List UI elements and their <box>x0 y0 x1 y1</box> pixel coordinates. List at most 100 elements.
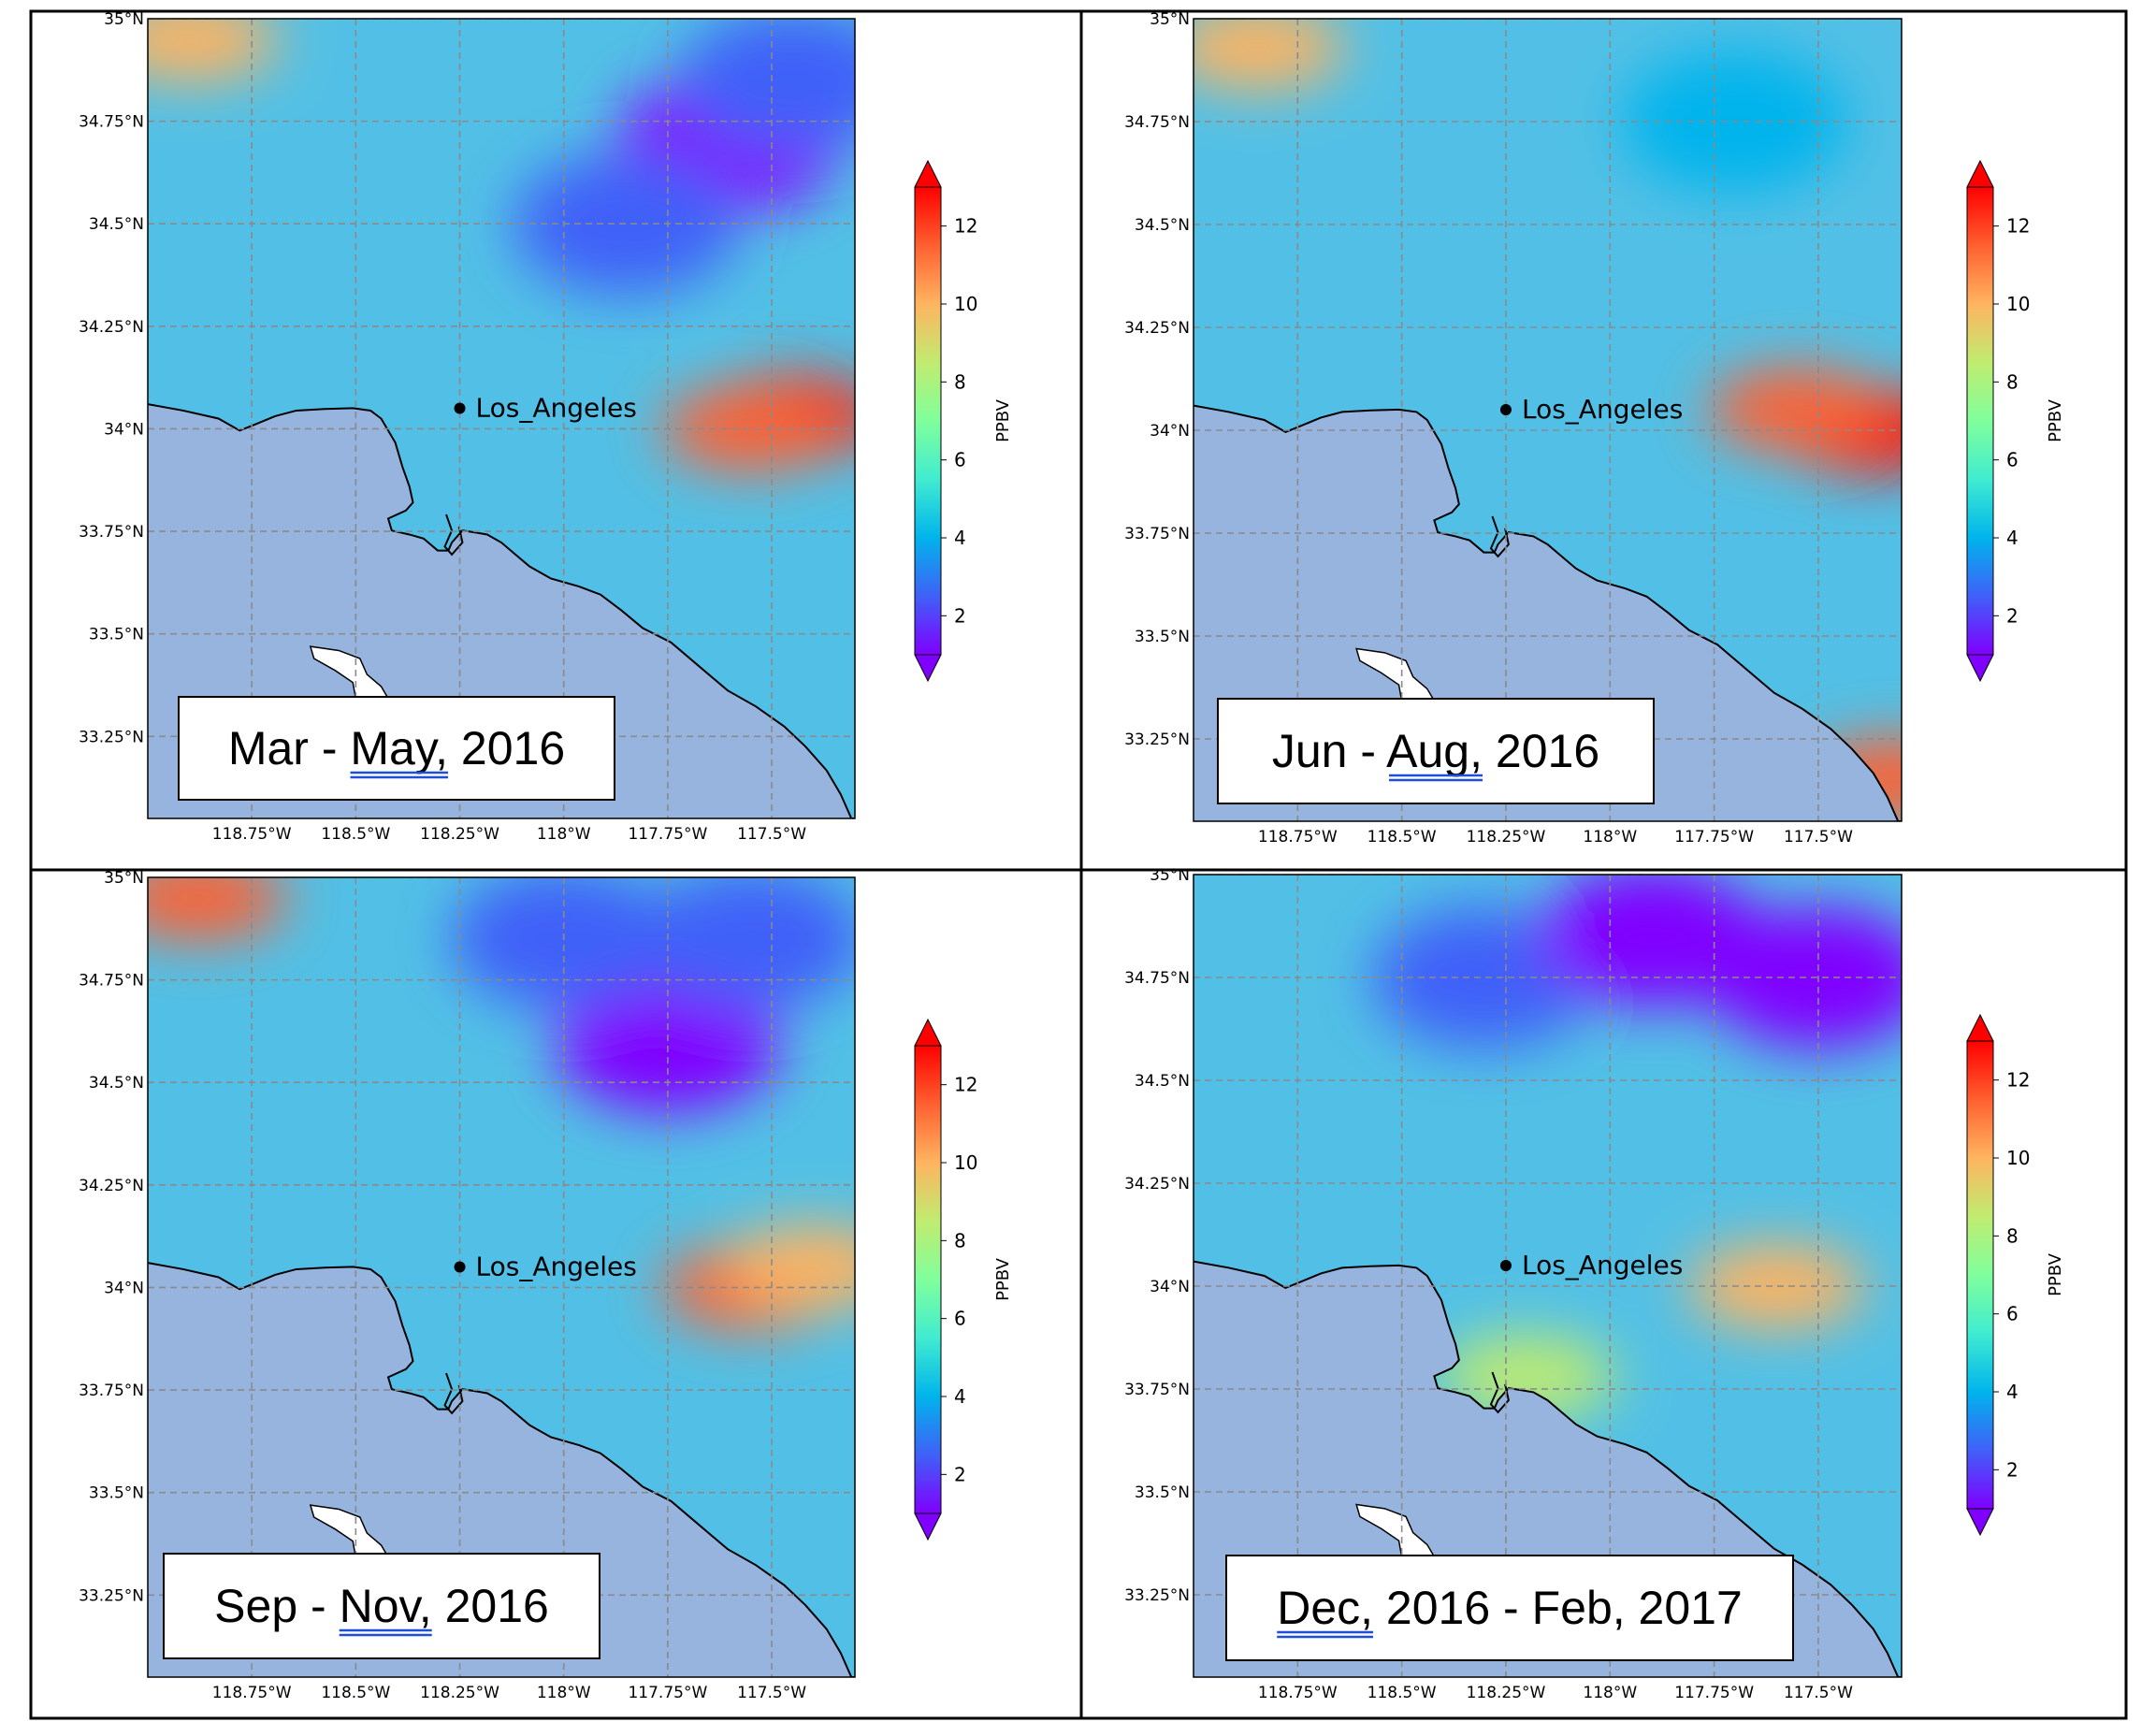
colorbar-tick-label: 6 <box>2006 1303 2019 1325</box>
harbor-outline <box>443 1372 464 1415</box>
harbor-outline <box>443 514 464 557</box>
map-border <box>147 18 856 819</box>
x-tick-label: 117.5°W <box>737 1684 806 1702</box>
colorbar: 2 4 6 8 10 12 PPBV <box>1966 159 2065 683</box>
figure-frame <box>29 9 2128 1720</box>
y-tick-label: 34.25°N <box>1124 319 1190 338</box>
x-tick-label: 117.5°W <box>1784 828 1853 847</box>
y-tick-label: 34.25°N <box>79 318 144 337</box>
x-tick-label: 117.75°W <box>628 1684 707 1702</box>
x-tick-label: 118.5°W <box>1367 828 1437 847</box>
colorbar-extend-min <box>1966 1508 1994 1537</box>
x-tick-label: 118.5°W <box>321 825 390 844</box>
city-label: Los_Angeles <box>1522 1250 1683 1281</box>
colorbar-tick-label: 2 <box>954 1463 966 1485</box>
y-tick-label: 34.5°N <box>89 1074 144 1093</box>
colorbar-tick-label: 2 <box>2006 604 2019 627</box>
hotspot <box>1438 1334 1616 1419</box>
underlined-word: Aug, <box>1376 725 1483 777</box>
low-concentration-area <box>680 19 855 151</box>
colorbar-extend-max <box>914 159 942 188</box>
colorbar-tick-label: 4 <box>2006 527 2019 549</box>
coastline <box>1194 404 1902 821</box>
low-concentration-area <box>451 877 676 1009</box>
y-tick-label: 35°N <box>104 869 144 888</box>
colorbar-bar <box>914 1045 942 1514</box>
hotspot <box>1687 1244 1866 1328</box>
city-label: Los_Angeles <box>476 1252 637 1282</box>
low-concentration-area <box>514 153 739 295</box>
season-title: Sep - Nov, 2016 <box>214 1580 549 1632</box>
y-tick-label: 33.75°N <box>1124 1381 1190 1399</box>
underlined-word: May, <box>338 722 449 774</box>
colorbar-extend-min <box>914 1512 942 1541</box>
coastline <box>148 403 855 818</box>
season-title: Mar - May, 2016 <box>228 722 565 774</box>
colorbar-extend-max <box>1966 1013 1994 1042</box>
colorbar-tick-label: 4 <box>954 1385 966 1408</box>
map-panel: 118.75°W 118.5°W 118.25°W 118°W 117.75°W 117.… <box>1124 866 2065 1702</box>
colorbar-label: PPBV <box>2046 398 2065 442</box>
y-tick-label: 34.75°N <box>79 113 144 132</box>
y-tick-label: 34.75°N <box>1124 113 1190 132</box>
y-tick-label: 35°N <box>1150 10 1190 29</box>
underlined-word: Dec, <box>1277 1582 1373 1634</box>
x-tick-label: 118°W <box>1583 828 1637 847</box>
y-tick-label: 33.5°N <box>89 1484 144 1503</box>
city-label: Los_Angeles <box>476 393 637 424</box>
map-border <box>147 876 856 1678</box>
colorbar-tick-label: 2 <box>2006 1458 2019 1481</box>
season-title: Jun - Aug, 2016 <box>1272 725 1599 777</box>
x-tick-label: 118.75°W <box>1258 828 1338 847</box>
colorbar-extend-max <box>1966 159 1994 188</box>
x-tick-label: 118.5°W <box>1367 1684 1437 1702</box>
y-tick-label: 33.75°N <box>79 523 144 542</box>
x-tick-label: 117.5°W <box>737 825 806 844</box>
colorbar-tick-label: 6 <box>2006 449 2019 471</box>
colorbar-tick-label: 8 <box>954 1229 966 1252</box>
y-tick-label: 34.5°N <box>1135 216 1190 235</box>
x-tick-label: 118.25°W <box>1467 828 1546 847</box>
colorbar-bar <box>914 186 942 656</box>
map-border <box>1193 18 1903 822</box>
y-tick-label: 34.25°N <box>79 1177 144 1195</box>
hotspot <box>724 1224 855 1310</box>
x-tick-label: 118°W <box>1583 1684 1637 1702</box>
y-tick-label: 34.5°N <box>89 215 144 234</box>
coastline <box>148 1262 855 1677</box>
y-tick-label: 34°N <box>104 1279 144 1297</box>
outer-border <box>29 9 2128 1720</box>
city-marker <box>1499 1260 1512 1271</box>
colorbar-label: PPBV <box>2046 1252 2065 1296</box>
map-panel: 118.75°W 118.5°W 118.25°W 118°W 117.75°W 117.… <box>79 10 1013 844</box>
colorbar-extend-min <box>1966 654 1994 683</box>
map-border <box>1193 874 1903 1678</box>
colorbar-tick-label: 8 <box>2006 1224 2019 1247</box>
x-tick-label: 118.5°W <box>321 1684 390 1702</box>
season-title-box: Sep - Nov, 2016 <box>163 1553 600 1659</box>
colorbar-tick-label: 4 <box>954 527 966 549</box>
season-title-box: Mar - May, 2016 <box>178 696 615 801</box>
city-label: Los_Angeles <box>1522 394 1683 425</box>
colorbar-label: PPBV <box>993 398 1013 442</box>
season-title-box: Jun - Aug, 2016 <box>1217 698 1655 804</box>
y-tick-label: 34°N <box>1150 422 1190 441</box>
y-tick-label: 34°N <box>1150 1278 1190 1296</box>
y-tick-label: 33.25°N <box>1124 731 1190 749</box>
low-concentration-area <box>1539 875 1764 1006</box>
colorbar-tick-label: 12 <box>954 1074 977 1096</box>
coastline <box>1194 1260 1902 1677</box>
y-tick-label: 34.5°N <box>1135 1072 1190 1091</box>
y-tick-label: 33.5°N <box>89 626 144 644</box>
season-title: Dec, 2016 - Feb, 2017 <box>1277 1582 1743 1634</box>
hotspot <box>661 386 840 471</box>
colorbar-extend-min <box>914 654 942 683</box>
x-tick-label: 118.75°W <box>1258 1684 1338 1702</box>
colorbar-tick-label: 8 <box>954 370 966 393</box>
harbor-outline <box>1489 1371 1510 1414</box>
season-title-box: Dec, 2016 - Feb, 2017 <box>1225 1555 1794 1661</box>
colorbar: 2 4 6 8 10 12 PPBV <box>1966 1013 2065 1537</box>
colorbar-tick-label: 8 <box>2006 370 2019 393</box>
colorbar-tick-label: 12 <box>2006 215 2030 238</box>
x-tick-label: 118.75°W <box>212 1684 292 1702</box>
